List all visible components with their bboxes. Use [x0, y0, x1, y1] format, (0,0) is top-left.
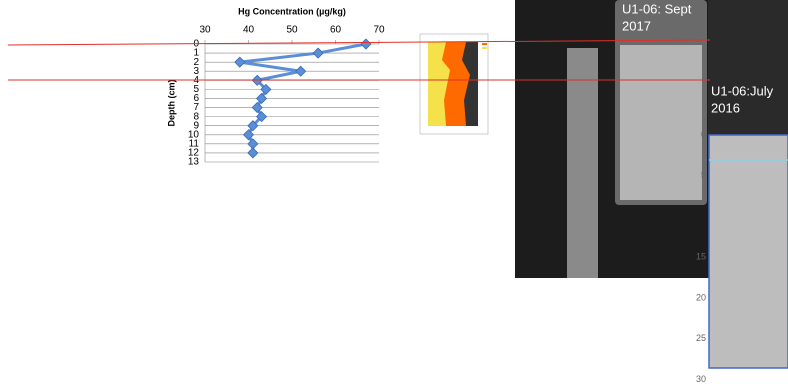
- data-point: [361, 39, 371, 49]
- data-point: [257, 93, 267, 103]
- data-point: [244, 130, 254, 140]
- xray-july: U1-06:July 2016 0 5 15 20 25 30: [696, 0, 788, 384]
- chart: Hg Concentration (µg/kg) Depth (cm) 0123…: [166, 6, 385, 167]
- data-point: [313, 48, 323, 58]
- core-sediment: [620, 45, 702, 200]
- core-label: 2016: [711, 100, 740, 115]
- grain-size-thumbnail: [420, 34, 488, 134]
- scale-label: 20: [696, 292, 706, 302]
- x-tick-label: 50: [286, 25, 298, 36]
- data-point: [235, 57, 245, 67]
- y-tick-label: 13: [188, 157, 200, 168]
- data-point: [296, 66, 306, 76]
- core-label: 2017: [622, 18, 651, 33]
- x-tick-label: 70: [373, 25, 385, 36]
- data-point: [248, 148, 258, 158]
- chart-title: Hg Concentration (µg/kg): [238, 6, 346, 16]
- scale-label: 5: [701, 170, 706, 180]
- x-tick-label: 40: [243, 25, 255, 36]
- x-tick-label: 60: [330, 25, 342, 36]
- scale-label: 0: [701, 129, 706, 139]
- x-tick-label: 30: [199, 25, 211, 36]
- scale-label: 30: [696, 374, 706, 384]
- scale-label: 25: [696, 333, 706, 343]
- xray-sept: U1-06: Sept 2017: [515, 0, 710, 278]
- scale-label: 15: [696, 252, 706, 262]
- data-point: [248, 139, 258, 149]
- data-point: [252, 103, 262, 113]
- core-label: U1-06: Sept: [622, 1, 692, 16]
- core-label: U1-06:July: [711, 83, 774, 98]
- page: U1-06: Sept 2017 U1-06:July 2016 0 5 15 20 2…: [0, 0, 788, 387]
- core-sediment: [709, 135, 788, 368]
- ruler: [567, 48, 598, 278]
- thumb-legend: [482, 47, 487, 49]
- thumb-legend: [482, 43, 487, 45]
- y-axis-label: Depth (cm): [166, 79, 176, 126]
